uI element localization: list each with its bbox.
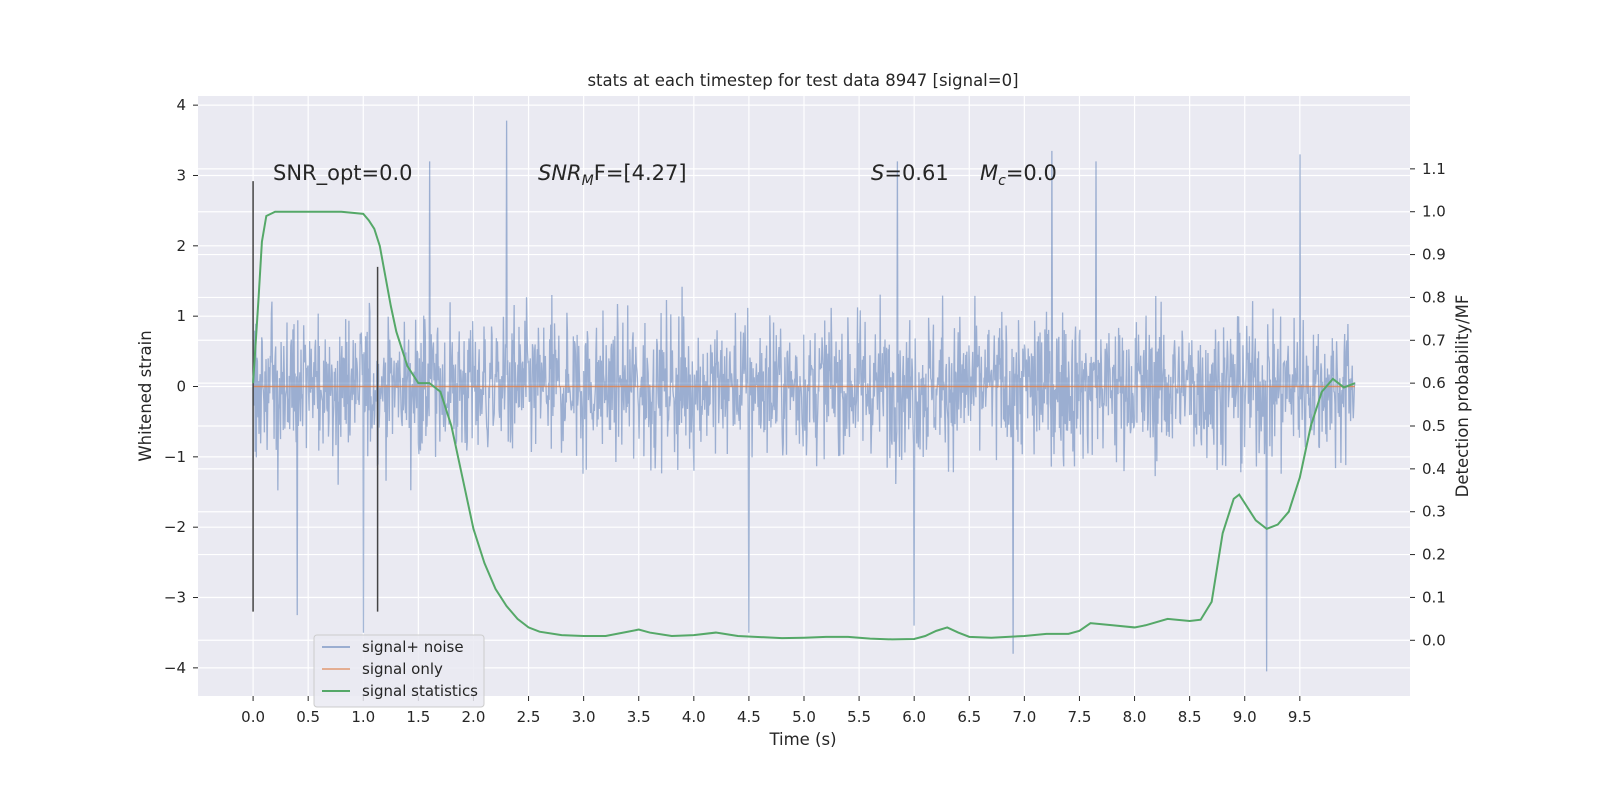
y-tick-label: −3 bbox=[164, 589, 186, 607]
x-tick-label: 2.5 bbox=[517, 708, 541, 726]
y2-tick-label: 0.3 bbox=[1422, 503, 1446, 521]
legend-box bbox=[313, 634, 485, 708]
x-tick-label: 7.5 bbox=[1068, 708, 1092, 726]
y-tick-label: 2 bbox=[176, 237, 186, 255]
legend-label-signal-only: signal only bbox=[362, 660, 443, 678]
x-tick-label: 6.0 bbox=[902, 708, 926, 726]
x-tick-label: 5.0 bbox=[792, 708, 816, 726]
series-signal-statistics bbox=[252, 210, 1356, 641]
x-tick-label: 9.0 bbox=[1233, 708, 1257, 726]
y2-tick-label: 0.1 bbox=[1422, 588, 1446, 606]
marker-lines bbox=[252, 181, 379, 612]
y-axis-label: Whitened strain bbox=[136, 330, 155, 461]
y2-tick-label: 0.8 bbox=[1422, 288, 1446, 306]
legend-label-noise: signal+ noise bbox=[362, 638, 464, 656]
y2-tick-label: 0.2 bbox=[1422, 546, 1446, 564]
y2-axis-ticks: 1.1 1.0 0.9 0.8 0.7 0.6 0.5 0.4 0.3 0.2 0.1 0.0 bbox=[1410, 160, 1446, 649]
x-tick-label: 0.0 bbox=[241, 708, 265, 726]
annotation-mc-value: =0.0 bbox=[1006, 161, 1057, 185]
annotation-mc-subscript: c bbox=[998, 173, 1006, 189]
y-tick-label: −1 bbox=[164, 448, 186, 466]
y2-tick-label: 0.4 bbox=[1422, 460, 1446, 478]
x-tick-label: 1.5 bbox=[406, 708, 430, 726]
y2-tick-label: 0.6 bbox=[1422, 374, 1446, 392]
annotation-snr-opt: SNR_opt=0.0 bbox=[273, 161, 413, 186]
y2-tick-label: 0.9 bbox=[1422, 246, 1446, 264]
annotation-s-symbol: S bbox=[871, 161, 884, 185]
noise-trace bbox=[252, 120, 1356, 672]
y2-tick-label: 0.7 bbox=[1422, 331, 1446, 349]
legend-label-statistics: signal statistics bbox=[362, 682, 478, 700]
y-tick-label: 1 bbox=[176, 307, 186, 325]
y-tick-label: 3 bbox=[176, 166, 186, 184]
annotation-snr-mf: SNRMF=[4.27] bbox=[538, 161, 687, 189]
annotation-snr-mf-subscript: M bbox=[582, 173, 594, 189]
annotation-snr-mf-symbol: SNR bbox=[538, 161, 582, 185]
y-tick-label: 0 bbox=[176, 378, 186, 396]
x-tick-label: 8.5 bbox=[1178, 708, 1202, 726]
y2-tick-label: 0.5 bbox=[1422, 417, 1446, 435]
x-tick-label: 3.5 bbox=[627, 708, 651, 726]
x-tick-label: 8.0 bbox=[1123, 708, 1147, 726]
x-tick-label: 0.5 bbox=[296, 708, 320, 726]
y2-tick-label: 1.0 bbox=[1422, 203, 1446, 221]
x-tick-label: 6.5 bbox=[957, 708, 981, 726]
x-axis-label: Time (s) bbox=[768, 730, 836, 749]
y-axis-ticks: 4 3 2 1 0 −1 −2 −3 −4 bbox=[164, 96, 198, 677]
annotation-s: S=0.61 bbox=[871, 161, 949, 185]
x-tick-label: 1.0 bbox=[351, 708, 375, 726]
annotation-s-value: =0.61 bbox=[884, 161, 948, 185]
legend: signal+ noise signal only signal statist… bbox=[313, 634, 485, 708]
series-signal-plus-noise bbox=[252, 120, 1356, 672]
x-tick-label: 4.0 bbox=[682, 708, 706, 726]
y-tick-label: 4 bbox=[176, 96, 186, 114]
annotation-snr-mf-value: F=[4.27] bbox=[594, 161, 687, 185]
y-tick-label: −2 bbox=[164, 518, 186, 536]
y-tick-label: −4 bbox=[164, 659, 186, 677]
x-tick-label: 3.0 bbox=[572, 708, 596, 726]
chart-title: stats at each timestep for test data 894… bbox=[587, 71, 1018, 90]
x-tick-label: 9.5 bbox=[1288, 708, 1312, 726]
annotation-mc: Mc=0.0 bbox=[980, 161, 1057, 189]
y2-tick-label: 0.0 bbox=[1422, 631, 1446, 649]
y2-tick-label: 1.1 bbox=[1422, 160, 1446, 178]
x-tick-label: 4.5 bbox=[737, 708, 761, 726]
annotation-mc-symbol: M bbox=[980, 161, 998, 185]
x-tick-label: 5.5 bbox=[847, 708, 871, 726]
x-tick-label: 2.0 bbox=[462, 708, 486, 726]
x-axis-ticks: 0.0 0.5 1.0 1.5 2.0 2.5 3.0 3.5 4.0 4.5 5.0 5.5 6.0 6… bbox=[241, 696, 1312, 726]
y2-axis-label: Detection probability/MF bbox=[1453, 295, 1472, 498]
x-tick-label: 7.0 bbox=[1012, 708, 1036, 726]
